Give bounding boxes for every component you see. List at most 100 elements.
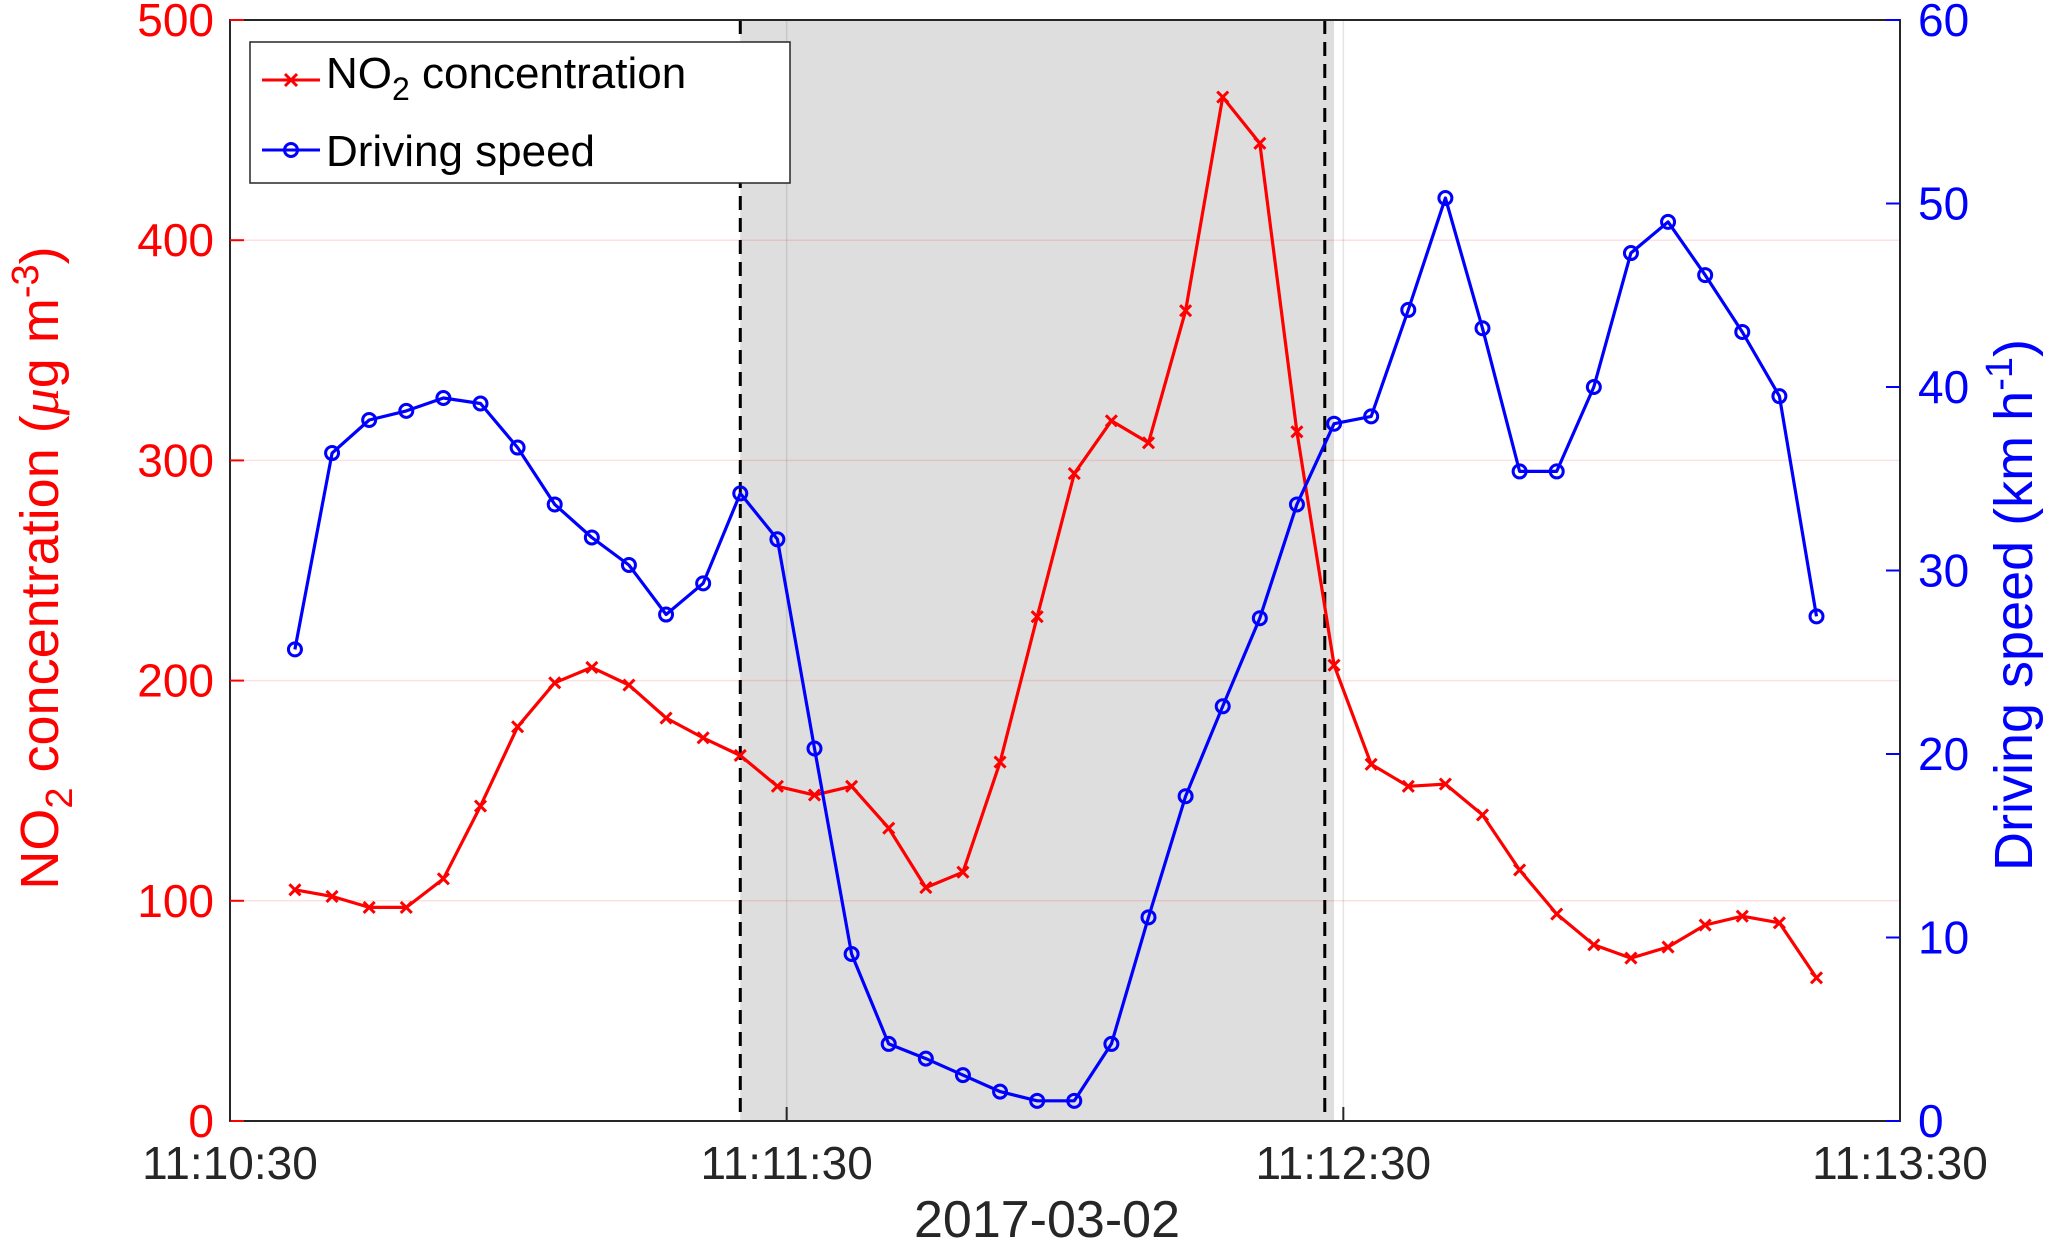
data-point-no2 (845, 779, 859, 793)
legend-speed-marker (283, 142, 299, 158)
data-point-no2 (956, 865, 970, 879)
y-right-axis-title: Driving speed (km h-1) (1979, 339, 2044, 871)
x-tick-label: 11:10:30 (142, 1137, 318, 1189)
data-point-speed (620, 556, 637, 573)
y-right-tick-label: 60 (1918, 0, 1969, 46)
data-point-no2 (473, 799, 488, 813)
x-tick-label: 11:11:30 (701, 1137, 873, 1189)
y-right-tick-label: 10 (1918, 912, 1969, 964)
data-point-no2 (807, 788, 822, 802)
legend-box (249, 41, 791, 184)
y-right-tick-label: 0 (1918, 1095, 1944, 1147)
data-point-no2 (1809, 971, 1824, 985)
data-point-no2 (585, 660, 599, 674)
data-point-speed (1585, 379, 1602, 395)
y-left-axis-title: NO2 concentration (μg m-3) (5, 246, 81, 889)
data-point-no2 (1698, 918, 1712, 932)
y-left-tick-label: 300 (137, 434, 214, 486)
data-point-no2 (1513, 863, 1527, 877)
data-point-no2 (1550, 907, 1564, 921)
data-point-speed (1400, 301, 1417, 318)
data-point-no2 (1587, 938, 1601, 952)
data-point-speed (398, 402, 415, 419)
data-point-no2 (1475, 808, 1490, 822)
data-point-no2 (1327, 658, 1341, 672)
data-point-speed (1771, 388, 1788, 405)
data-point-speed (732, 485, 749, 502)
data-point-speed (286, 641, 303, 658)
data-point-no2 (1438, 777, 1452, 791)
legend: NO2 concentration Driving speed (249, 41, 791, 184)
data-point-speed (1288, 496, 1305, 513)
highlight-region (740, 20, 1335, 1121)
data-point-speed (1066, 1092, 1083, 1109)
data-point-no2 (1401, 779, 1415, 793)
data-point-no2 (1661, 940, 1675, 954)
data-point-speed (1029, 1092, 1046, 1109)
data-point-no2 (399, 900, 413, 914)
data-point-speed (1622, 245, 1639, 262)
data-point-no2 (919, 881, 933, 895)
data-point-no2 (1735, 909, 1749, 923)
data-point-speed (1177, 788, 1194, 805)
data-point-no2 (548, 676, 562, 690)
legend-speed-label: Driving speed (326, 127, 595, 176)
data-point-speed (1103, 1035, 1120, 1052)
data-point-no2 (993, 755, 1007, 769)
x-tick-label: 11:13:30 (1812, 1137, 1988, 1189)
data-point-speed (324, 445, 341, 462)
y-left-tick-label: 0 (188, 1095, 214, 1147)
data-point-no2 (288, 883, 302, 897)
data-point-speed (546, 496, 563, 513)
data-point-no2 (1772, 916, 1786, 930)
data-point-speed (472, 395, 489, 412)
y-right-tick-label: 20 (1918, 728, 1969, 780)
data-point-speed (1511, 463, 1528, 480)
data-point-speed (1734, 323, 1751, 340)
data-point-speed (1326, 415, 1343, 432)
data-point-no2 (362, 900, 376, 914)
data-point-no2 (882, 821, 896, 835)
data-point-no2 (1141, 436, 1156, 450)
data-point-no2 (1624, 951, 1638, 965)
y-left-tick-label: 500 (137, 0, 214, 46)
data-point-no2 (659, 711, 673, 725)
data-point-speed (361, 412, 378, 429)
y-right-tick-label: 30 (1918, 545, 1969, 597)
data-point-speed (1437, 189, 1454, 206)
data-point-speed (1808, 608, 1825, 625)
data-point-speed (769, 531, 786, 548)
data-point-speed (1697, 267, 1714, 284)
data-point-no2 (1104, 414, 1118, 428)
data-point-no2 (1067, 467, 1081, 481)
data-point-no2 (1030, 610, 1044, 624)
data-point-speed (1548, 463, 1565, 480)
data-point-speed (1214, 698, 1231, 715)
data-point-speed (1474, 320, 1491, 337)
data-point-no2 (1364, 757, 1378, 771)
y-right-tick-label: 50 (1918, 178, 1969, 230)
y-left-tick-label: 200 (137, 655, 214, 707)
data-point-speed (658, 606, 675, 623)
data-point-speed (1363, 408, 1380, 425)
data-point-no2 (770, 779, 784, 793)
data-point-no2 (622, 678, 636, 692)
data-point-speed (1660, 213, 1677, 230)
y-left-tick-label: 100 (137, 875, 214, 927)
data-point-speed (1251, 610, 1268, 627)
data-point-speed (954, 1067, 971, 1084)
data-point-no2 (436, 872, 450, 886)
data-point-no2 (696, 731, 710, 745)
data-point-speed (992, 1083, 1009, 1100)
data-point-speed (880, 1035, 897, 1052)
legend-no2-marker (283, 72, 299, 88)
x-axis-title: 2017-03-02 (914, 1191, 1180, 1249)
data-point-speed (1140, 909, 1157, 926)
data-point-speed (583, 529, 600, 546)
data-point-no2 (1253, 136, 1267, 150)
series-line-no2 (294, 95, 1818, 979)
data-point-speed (806, 740, 823, 757)
x-tick-label: 11:12:30 (1256, 1137, 1432, 1189)
data-point-speed (509, 439, 526, 456)
